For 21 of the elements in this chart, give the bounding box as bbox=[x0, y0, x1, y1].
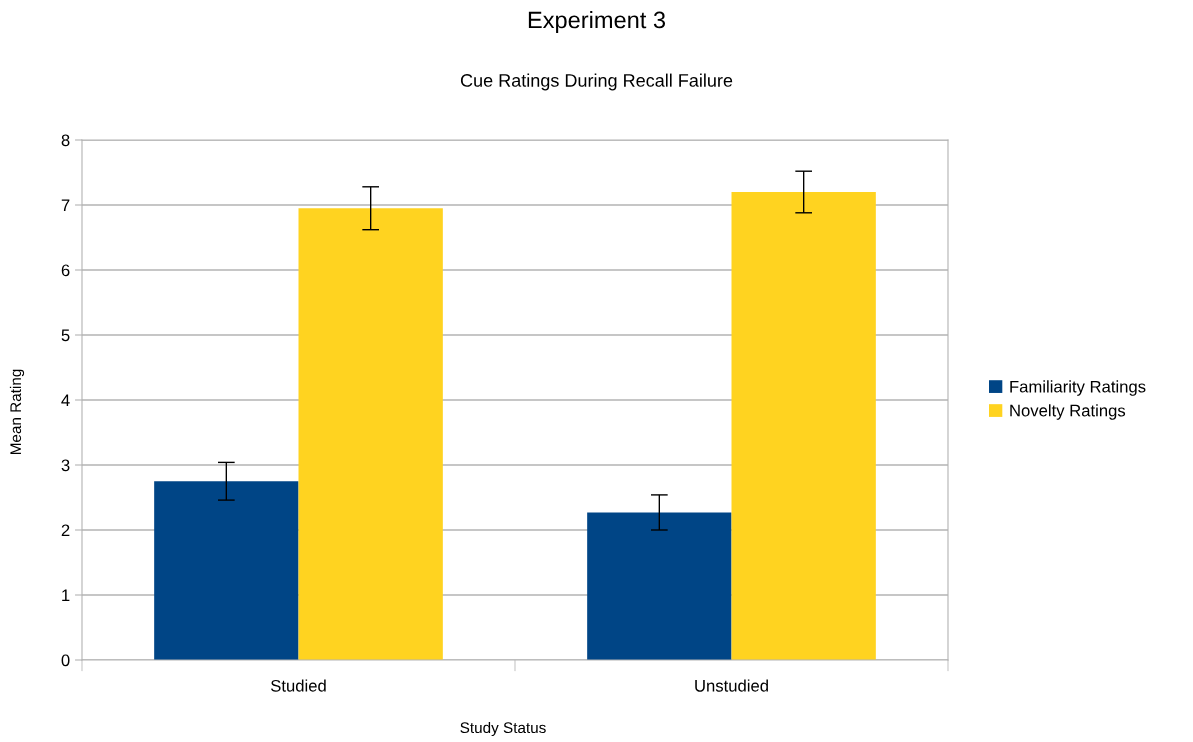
chart-title: Experiment 3 bbox=[528, 11, 666, 34]
x-tick-label: Studied bbox=[271, 679, 326, 692]
y-tick-label: 5 bbox=[61, 329, 70, 342]
y-tick-label: 7 bbox=[61, 199, 70, 212]
y-tick-label: 8 bbox=[61, 134, 70, 147]
bar bbox=[587, 512, 732, 660]
y-tick-label: 6 bbox=[61, 264, 70, 277]
chart-subtitle: Cue Ratings During Recall Failure bbox=[460, 73, 733, 91]
bar bbox=[154, 481, 299, 660]
bar bbox=[298, 208, 443, 660]
y-tick-label: 0 bbox=[61, 654, 70, 667]
y-tick-label: 4 bbox=[61, 394, 70, 407]
y-axis-title: Mean Rating bbox=[9, 369, 25, 455]
x-axis-title: Study Status bbox=[460, 721, 546, 737]
y-tick-label: 3 bbox=[61, 459, 70, 472]
bar bbox=[731, 192, 876, 660]
y-tick-label: 2 bbox=[61, 524, 70, 537]
x-tick-label: Unstudied bbox=[695, 679, 768, 692]
y-tick-label: 1 bbox=[62, 589, 70, 602]
legend-label: Novelty Ratings bbox=[1010, 404, 1126, 420]
legend-label: Familiarity Ratings bbox=[1010, 380, 1146, 396]
